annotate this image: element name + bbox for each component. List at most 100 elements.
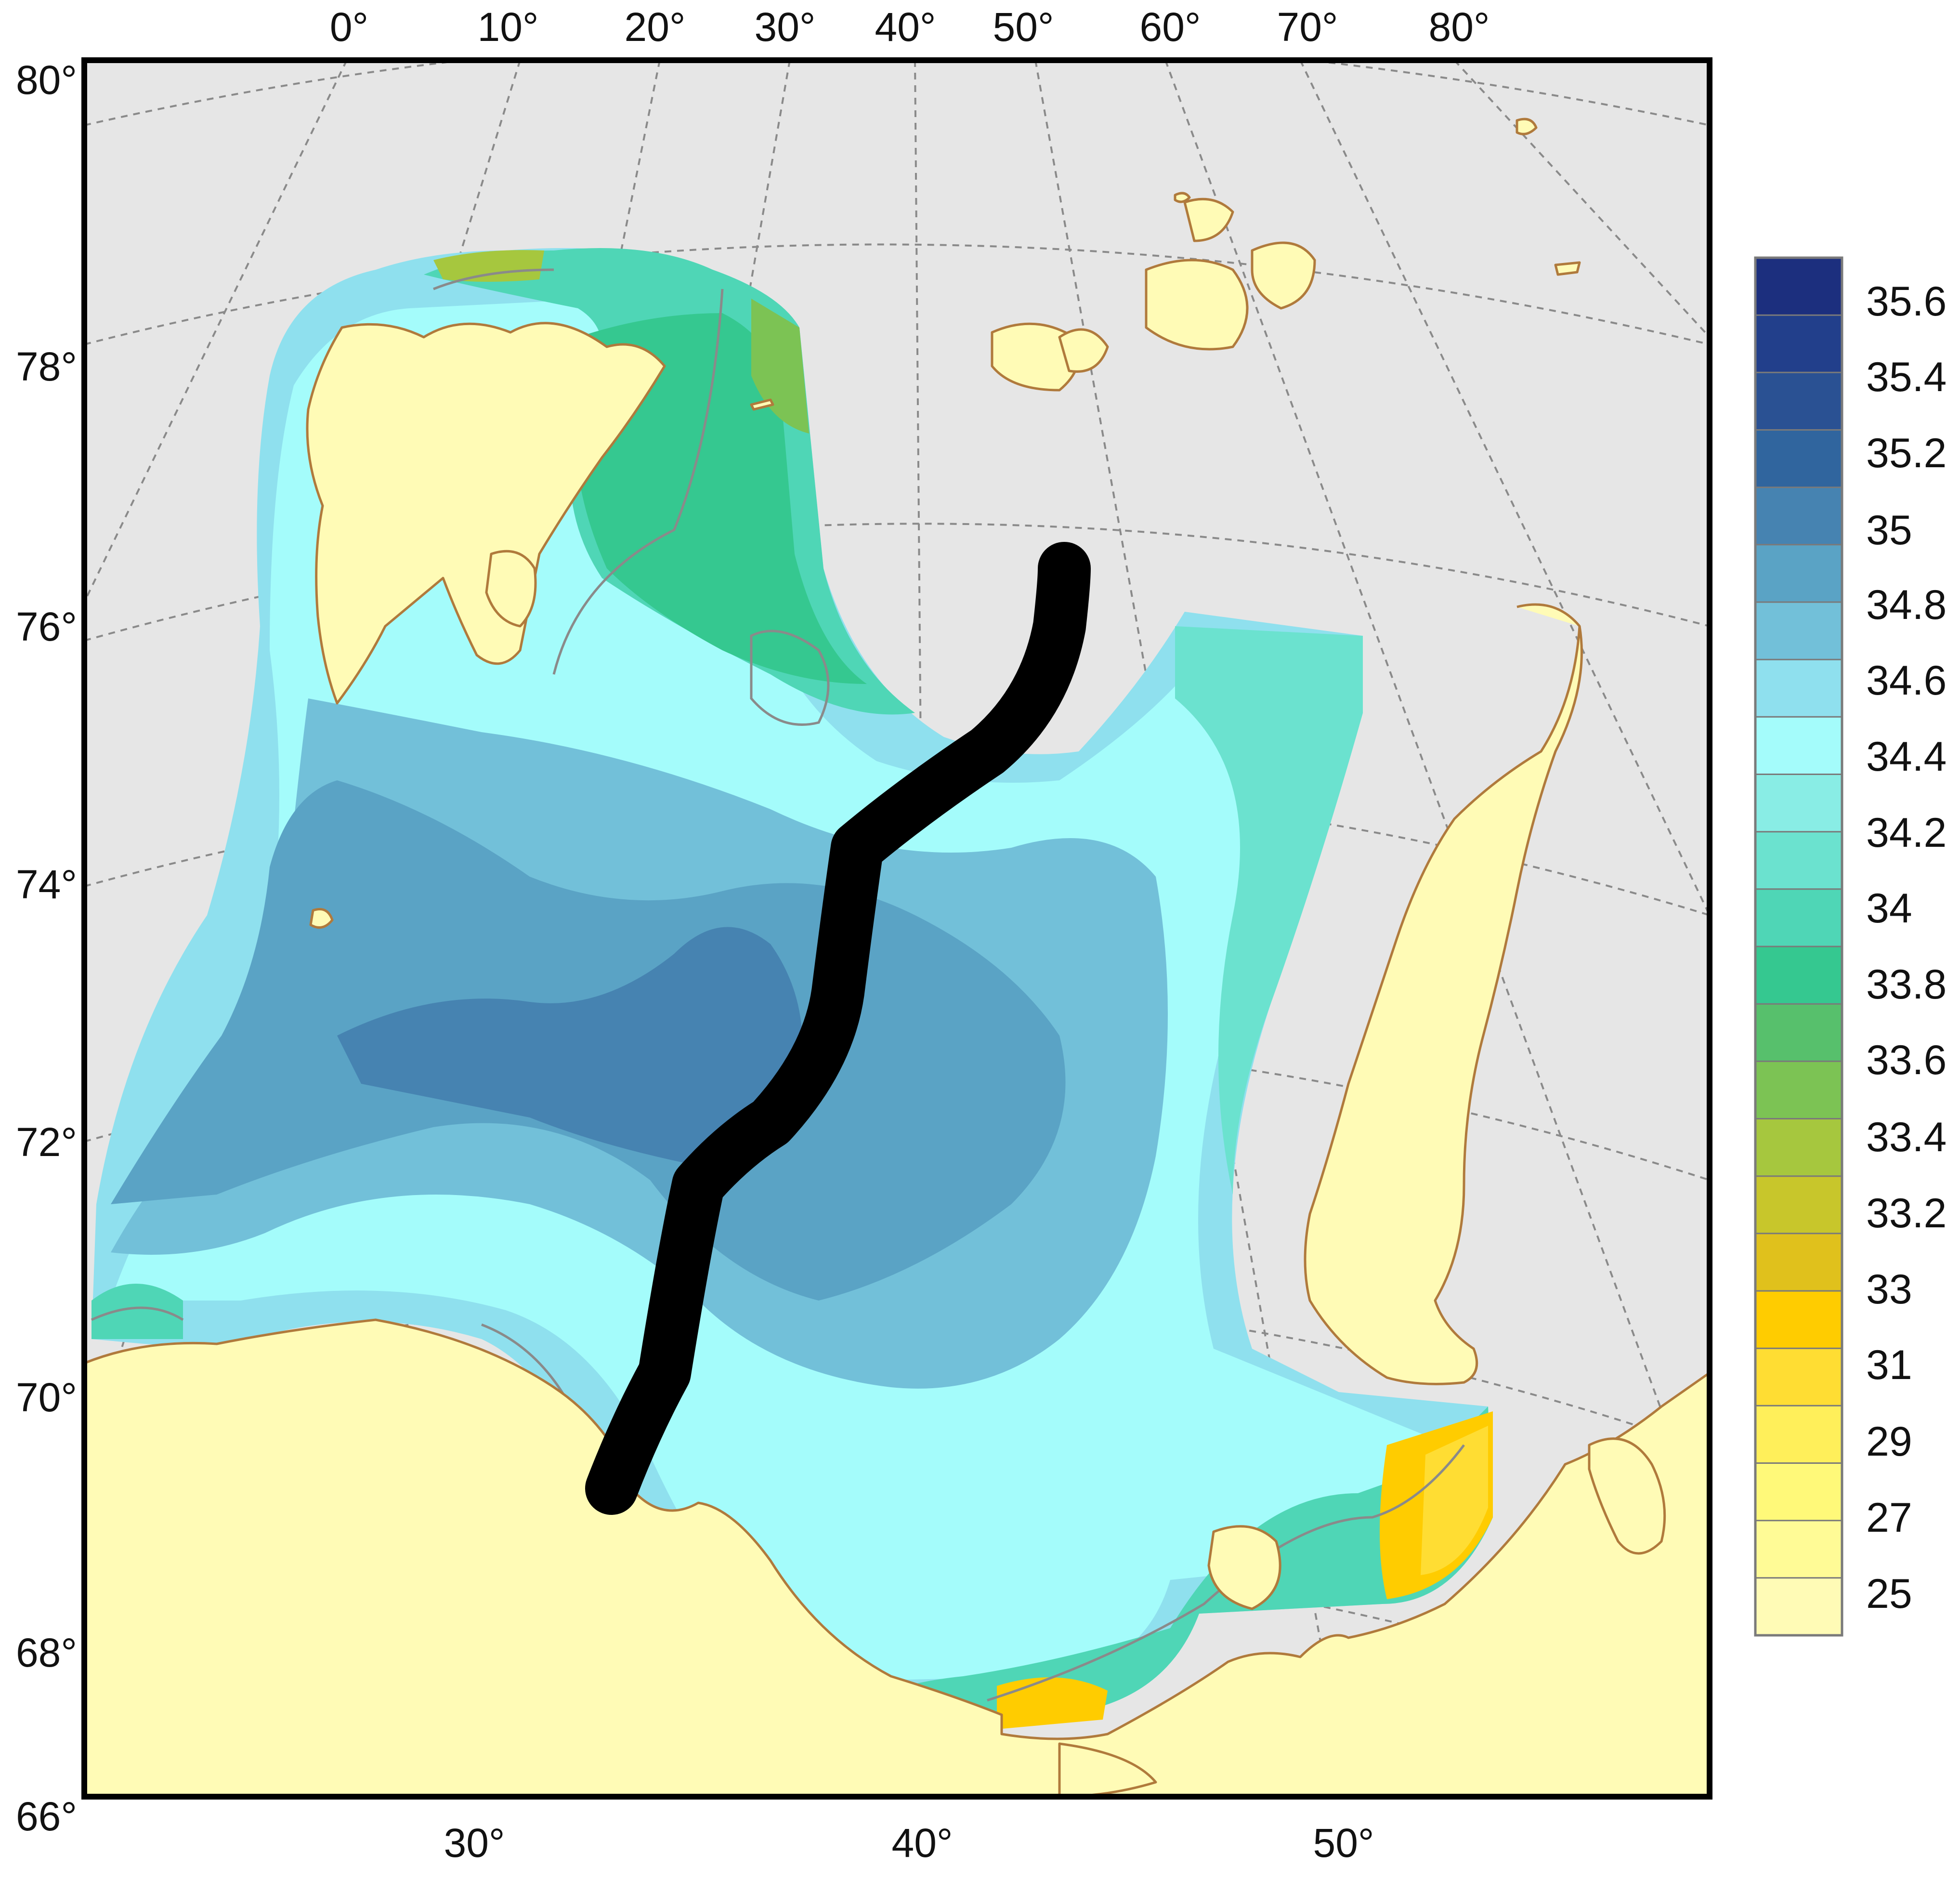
legend-label: 34.4 bbox=[1866, 734, 1947, 780]
bottom-longitude-labels: 30° 40° 50° bbox=[444, 1820, 1374, 1866]
land-islet-3 bbox=[1174, 192, 1191, 203]
landmasses bbox=[84, 118, 1710, 1797]
legend-label: 33.8 bbox=[1866, 961, 1947, 1008]
salinity-legend: 35.6 35.4 35.2 35 34.8 34.6 34.4 34.2 34… bbox=[1754, 256, 1947, 1637]
legend-label: 33.2 bbox=[1866, 1190, 1947, 1236]
legend-label: 27 bbox=[1866, 1495, 1912, 1541]
legend-swatch bbox=[1755, 1406, 1842, 1464]
legend-label: 35.2 bbox=[1866, 430, 1947, 476]
legend-swatch bbox=[1755, 258, 1842, 316]
legend-swatch bbox=[1755, 831, 1842, 890]
legend-swatch bbox=[1755, 315, 1842, 373]
top-lon-label: 10° bbox=[477, 4, 538, 50]
legend-label: 35.4 bbox=[1866, 354, 1947, 400]
longitude-grid-80 bbox=[1453, 60, 1710, 338]
top-longitude-labels: 0° 10° 20° 30° 40° 50° 60° 70° 80° bbox=[330, 4, 1490, 50]
legend-swatch bbox=[1755, 717, 1842, 775]
legend-label: 35.6 bbox=[1866, 278, 1947, 325]
land-islet-1 bbox=[1516, 118, 1538, 135]
latitude-labels: 80° 78° 76° 74° 72° 70° 68° 66° bbox=[16, 57, 77, 1839]
lat-label: 74° bbox=[16, 862, 77, 907]
legend-swatch bbox=[1755, 1176, 1842, 1234]
top-lon-label: 70° bbox=[1277, 4, 1338, 50]
land-fjl-4 bbox=[1183, 197, 1234, 242]
transect-line bbox=[585, 542, 1091, 1515]
lat-label: 78° bbox=[16, 344, 77, 389]
legend-swatch bbox=[1755, 602, 1842, 660]
salinity-field bbox=[91, 248, 1493, 1729]
legend-swatch bbox=[1755, 372, 1842, 431]
legend-swatch bbox=[1755, 946, 1842, 1005]
legend-label: 33.4 bbox=[1866, 1114, 1947, 1160]
map-frame bbox=[81, 57, 1712, 1800]
legend-swatch bbox=[1755, 1520, 1842, 1578]
legend-swatch bbox=[1755, 774, 1842, 832]
salinity-region-north-inner bbox=[576, 313, 867, 684]
legend-label: 33.6 bbox=[1866, 1037, 1947, 1083]
lat-label: 76° bbox=[16, 604, 77, 649]
legend-label: 33 bbox=[1866, 1266, 1912, 1313]
legend-colorbar bbox=[1755, 258, 1842, 1636]
legend-label: 34.2 bbox=[1866, 810, 1947, 856]
lat-label: 68° bbox=[16, 1630, 77, 1675]
bottom-lon-label: 50° bbox=[1313, 1820, 1374, 1866]
legend-swatch bbox=[1755, 889, 1842, 947]
top-lon-label: 0° bbox=[330, 4, 368, 50]
legend-swatch bbox=[1755, 1004, 1842, 1062]
salinity-region-north-edge bbox=[433, 250, 544, 282]
land-novaya-zemlya bbox=[1304, 603, 1583, 1385]
land-fjl-5 bbox=[1058, 328, 1109, 373]
land-islet-2 bbox=[1554, 261, 1581, 276]
legend-swatch bbox=[1755, 1578, 1842, 1636]
legend-swatch bbox=[1755, 1233, 1842, 1291]
bottom-lon-label: 30° bbox=[444, 1820, 505, 1866]
latitude-grid-78 bbox=[84, 243, 1710, 345]
isohaline-loop bbox=[750, 630, 830, 726]
latitude-grid-76 bbox=[84, 523, 1710, 642]
bottom-lon-label: 40° bbox=[891, 1820, 953, 1866]
longitude-grid-70 bbox=[1299, 60, 1710, 916]
lat-label: 72° bbox=[16, 1119, 77, 1165]
lat-label: 80° bbox=[16, 57, 77, 103]
legend-label: 35 bbox=[1866, 507, 1912, 553]
top-lon-label: 30° bbox=[754, 4, 815, 50]
salinity-region-east bbox=[1175, 626, 1363, 1195]
longitude-grid-0 bbox=[84, 60, 348, 603]
legend-label: 25 bbox=[1866, 1571, 1912, 1617]
land-svalbard bbox=[306, 322, 666, 705]
longitude-grid-60 bbox=[1164, 60, 1710, 1542]
top-lon-label: 20° bbox=[624, 4, 685, 50]
isohaline-north bbox=[433, 268, 724, 675]
legend-swatch bbox=[1755, 1061, 1842, 1119]
land-svalbard-east bbox=[485, 550, 537, 628]
salinity-region-pechora-inner bbox=[1421, 1426, 1488, 1575]
legend-label: 34.8 bbox=[1866, 582, 1947, 628]
top-lon-label: 50° bbox=[993, 4, 1054, 50]
legend-swatch bbox=[1755, 1463, 1842, 1521]
salinity-region-whitesea bbox=[997, 1677, 1108, 1729]
land-fjl-2 bbox=[1145, 259, 1249, 351]
legend-swatch bbox=[1755, 1348, 1842, 1407]
top-lon-label: 40° bbox=[875, 4, 936, 50]
lat-label: 70° bbox=[16, 1375, 77, 1420]
legend-swatch bbox=[1755, 430, 1842, 488]
legend-labels: 35.6 35.4 35.2 35 34.8 34.6 34.4 34.2 34… bbox=[1866, 278, 1947, 1617]
legend-swatch bbox=[1755, 1291, 1842, 1349]
land-mainland bbox=[84, 1318, 1710, 1797]
land-yamal bbox=[1588, 1437, 1666, 1555]
land-fjl-3 bbox=[1251, 241, 1316, 310]
top-lon-label: 60° bbox=[1139, 4, 1201, 50]
legend-swatch bbox=[1755, 544, 1842, 603]
salinity-region-coast-sw bbox=[91, 1284, 183, 1339]
land-bear-island bbox=[309, 908, 334, 929]
lat-label: 66° bbox=[16, 1794, 77, 1839]
salinity-region-band-d bbox=[337, 927, 803, 1168]
legend-label: 31 bbox=[1866, 1342, 1912, 1388]
legend-frame bbox=[1754, 256, 1843, 1637]
legend-swatch bbox=[1755, 659, 1842, 718]
legend-label: 29 bbox=[1866, 1419, 1912, 1465]
legend-swatch bbox=[1755, 487, 1842, 545]
land-hopen bbox=[750, 398, 774, 411]
legend-label: 34 bbox=[1866, 885, 1912, 932]
